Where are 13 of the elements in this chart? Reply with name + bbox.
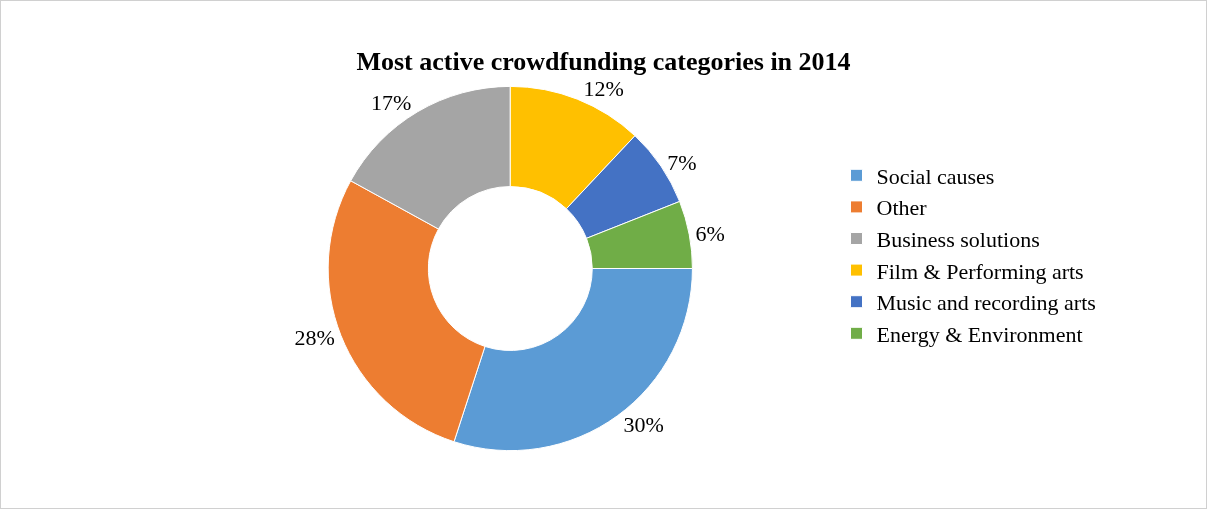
data-label: 17%: [371, 89, 412, 115]
data-label: 12%: [583, 75, 624, 101]
legend-label: Energy & Environment: [876, 321, 1083, 347]
data-label: 7%: [667, 149, 697, 175]
chart-title: Most active crowdfunding categories in 2014: [356, 46, 851, 76]
data-label: 6%: [695, 221, 725, 247]
legend-label: Music and recording arts: [876, 290, 1096, 316]
legend-label: Film & Performing arts: [876, 258, 1084, 284]
data-label: 30%: [623, 411, 664, 437]
legend-label: Other: [876, 195, 928, 221]
legend-label: Social causes: [876, 163, 995, 189]
data-label: 28%: [294, 324, 335, 350]
legend-label: Business solutions: [876, 227, 1040, 253]
